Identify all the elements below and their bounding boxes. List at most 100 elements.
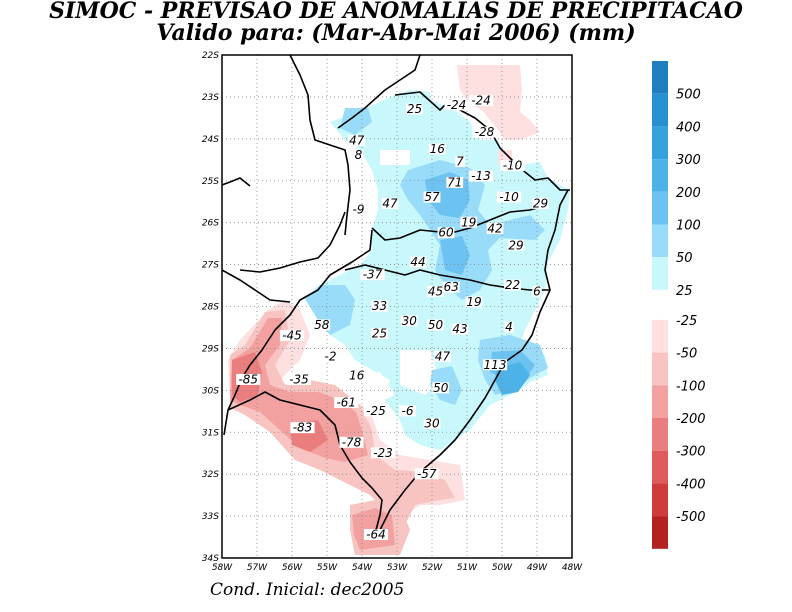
value-label-background <box>381 197 399 209</box>
station-value: 29 <box>508 238 523 252</box>
longitude-label: 50W <box>492 563 513 573</box>
value-label-background <box>446 176 464 188</box>
station-value: -10 <box>503 159 523 173</box>
longitude-label: 51W <box>457 563 478 573</box>
value-label-background <box>400 315 418 327</box>
border-upper-west <box>221 177 251 187</box>
color-bar-swatch <box>652 257 668 290</box>
title-line-1: SIMOC - PREVISAO DE ANOMALIAS DE PRECIPI… <box>49 0 743 24</box>
border-misiones <box>239 211 346 273</box>
value-label-background <box>350 204 367 216</box>
color-bar-swatch <box>652 385 668 418</box>
value-label-background <box>313 319 331 331</box>
value-label-background <box>279 329 305 341</box>
longitude-label: 57W <box>247 563 268 573</box>
station-value: -25 <box>366 404 386 418</box>
longitude-labels: 58W 57W 56W 55W 54W 53W 52W 51W 50W 49W 48W <box>212 563 583 573</box>
border-paraná-east <box>394 91 570 191</box>
value-label-background <box>504 279 521 291</box>
latitude-label: 22S <box>202 51 219 61</box>
value-label-background <box>434 350 451 362</box>
value-label-background <box>432 382 450 394</box>
value-label-background <box>532 197 549 209</box>
station-value: 44 <box>410 255 425 269</box>
longitude-label: 58W <box>212 563 233 573</box>
station-value: 19 <box>466 295 481 309</box>
color-bar-label: 300 <box>676 153 701 168</box>
latitude-label: 33S <box>202 512 219 522</box>
station-value: -28 <box>475 125 495 139</box>
color-bar-swatch <box>652 418 668 451</box>
latitude-label: 31S <box>202 428 219 438</box>
map-title: SIMOC - PREVISAO DE ANOMALIAS DE PRECIPI… <box>0 0 792 44</box>
station-value: 63 <box>444 280 459 294</box>
value-label-background <box>409 256 427 268</box>
station-value: -2 <box>325 349 337 363</box>
value-label-background <box>371 327 388 339</box>
value-label-background <box>482 359 508 371</box>
station-value: 16 <box>349 368 365 382</box>
station-value: -10 <box>499 190 519 204</box>
station-value: 29 <box>533 196 548 210</box>
border-brazil-uruguay <box>227 391 383 531</box>
value-label-background <box>371 300 388 312</box>
map-frame <box>221 54 573 559</box>
station-value: 42 <box>487 222 502 236</box>
station-value: 7 <box>456 154 464 168</box>
negative-area-northeast <box>457 65 540 165</box>
color-bar-swatch <box>652 516 668 549</box>
value-label-background <box>236 373 261 385</box>
value-label-background <box>465 296 483 308</box>
latitude-label: 30S <box>202 386 219 396</box>
latitude-label: 26S <box>202 219 219 229</box>
color-bar-swatch <box>652 93 668 127</box>
value-label-background <box>423 417 441 429</box>
station-value: -37 <box>363 268 383 282</box>
value-label-background <box>423 191 441 203</box>
value-label-background <box>472 126 497 138</box>
value-label-background <box>500 160 525 172</box>
station-value: -57 <box>417 467 437 481</box>
value-label-background <box>442 281 460 293</box>
color-bar-label: 200 <box>676 186 701 201</box>
station-value: -9 <box>353 203 365 217</box>
border-uruguay-river <box>223 229 373 436</box>
value-label-background <box>507 239 525 251</box>
station-value: 25 <box>372 326 387 340</box>
station-value: 60 <box>438 226 454 240</box>
value-label-background <box>353 149 364 161</box>
value-label-background <box>322 350 339 362</box>
color-bar-swatch <box>652 483 668 517</box>
value-label-background <box>406 103 423 115</box>
value-label-background <box>427 319 444 331</box>
station-value: -35 <box>289 372 309 386</box>
station-value: 47 <box>382 196 398 210</box>
value-label-background <box>370 447 396 459</box>
station-value: 4 <box>505 320 513 334</box>
color-bar-label: 400 <box>676 120 701 135</box>
station-value: 22 <box>505 278 520 292</box>
value-label-background <box>504 321 514 333</box>
station-value: 50 <box>428 318 444 332</box>
station-value: 6 <box>533 284 541 298</box>
color-bar-swatch <box>652 159 668 192</box>
station-value: -24 <box>471 94 491 108</box>
station-value: 45 <box>428 284 443 298</box>
color-bar-label: -500 <box>676 510 706 525</box>
value-label-background <box>427 285 444 297</box>
value-label-background <box>468 170 494 182</box>
value-label-background <box>334 397 359 409</box>
station-value: 33 <box>372 299 387 313</box>
value-label-background <box>414 468 439 480</box>
station-value: -61 <box>336 396 356 410</box>
value-label-background <box>363 405 389 417</box>
value-label-background <box>348 135 366 147</box>
station-value: 113 <box>484 358 507 372</box>
border-paraguay-paraná <box>289 54 351 236</box>
station-value: -24 <box>447 98 467 112</box>
color-bar-label: -25 <box>676 314 697 329</box>
value-label-background <box>451 323 469 335</box>
station-value: 19 <box>461 215 476 229</box>
latitude-label: 27S <box>202 261 219 271</box>
